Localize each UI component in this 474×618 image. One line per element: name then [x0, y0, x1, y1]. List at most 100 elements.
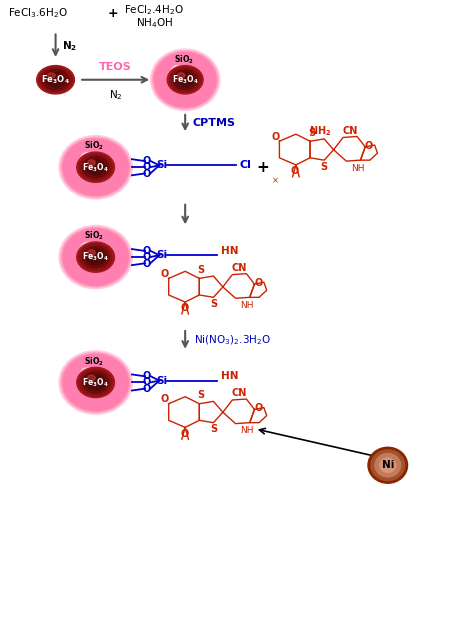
Text: O: O: [161, 394, 169, 404]
Text: O: O: [365, 140, 373, 151]
Text: O: O: [143, 156, 151, 166]
Text: $\mathbf{Fe_3O_4}$: $\mathbf{Fe_3O_4}$: [172, 74, 199, 86]
Text: $\mathbf{Fe_3O_4}$: $\mathbf{Fe_3O_4}$: [41, 74, 70, 86]
Text: S: S: [197, 265, 204, 275]
Text: Si: Si: [156, 250, 168, 260]
Text: $\mathbf{N_2}$: $\mathbf{N_2}$: [62, 39, 77, 53]
Ellipse shape: [81, 242, 93, 252]
Ellipse shape: [63, 354, 128, 410]
Text: O: O: [143, 169, 151, 179]
Ellipse shape: [371, 450, 405, 481]
Text: Ni: Ni: [382, 460, 394, 470]
Ellipse shape: [61, 227, 130, 287]
Ellipse shape: [59, 226, 132, 289]
Ellipse shape: [46, 73, 65, 87]
Text: NH: NH: [351, 164, 365, 172]
Ellipse shape: [172, 66, 183, 74]
Text: NH: NH: [240, 301, 254, 310]
Ellipse shape: [368, 447, 408, 483]
Text: CN: CN: [342, 125, 358, 136]
Text: S: S: [197, 391, 204, 400]
Text: O: O: [143, 259, 151, 269]
Ellipse shape: [81, 153, 93, 161]
Text: $\mathbf{SiO_2}$: $\mathbf{SiO_2}$: [84, 230, 104, 242]
Text: Cl: Cl: [239, 160, 251, 171]
Ellipse shape: [153, 51, 217, 108]
Text: O: O: [161, 269, 169, 279]
Text: O: O: [143, 371, 151, 381]
Ellipse shape: [62, 353, 129, 412]
Text: $\mathrm{Ni(NO_3)_2.3H_2O}$: $\mathrm{Ni(NO_3)_2.3H_2O}$: [194, 333, 271, 347]
Ellipse shape: [176, 73, 194, 87]
Ellipse shape: [77, 367, 115, 397]
Text: O: O: [180, 429, 189, 439]
Ellipse shape: [88, 250, 95, 255]
Ellipse shape: [61, 352, 130, 413]
Ellipse shape: [170, 67, 201, 92]
Text: S: S: [320, 162, 328, 172]
Text: $\mathrm{FeCl_2.4H_2O}$: $\mathrm{FeCl_2.4H_2O}$: [124, 3, 184, 17]
Text: Si: Si: [156, 376, 168, 386]
Ellipse shape: [88, 375, 95, 381]
Ellipse shape: [62, 138, 129, 197]
Ellipse shape: [62, 228, 129, 287]
Ellipse shape: [79, 244, 112, 270]
Ellipse shape: [167, 66, 203, 94]
Ellipse shape: [86, 250, 105, 265]
Ellipse shape: [151, 49, 220, 111]
Ellipse shape: [63, 139, 128, 195]
Ellipse shape: [88, 160, 95, 166]
Ellipse shape: [42, 70, 69, 90]
Text: O: O: [143, 384, 151, 394]
Text: O: O: [272, 132, 280, 142]
Text: Si: Si: [156, 160, 168, 171]
Text: O: O: [291, 166, 299, 176]
Ellipse shape: [82, 156, 109, 178]
Text: CN: CN: [232, 263, 247, 273]
Ellipse shape: [380, 458, 396, 472]
Ellipse shape: [59, 351, 132, 414]
Ellipse shape: [152, 51, 218, 109]
Text: HN: HN: [220, 245, 238, 255]
Text: $\mathrm{NH_4OH}$: $\mathrm{NH_4OH}$: [136, 16, 173, 30]
Text: +: +: [256, 160, 269, 175]
Text: CPTMS: CPTMS: [192, 118, 235, 128]
Ellipse shape: [36, 66, 74, 94]
Text: $\mathbf{NH_2}$: $\mathbf{NH_2}$: [310, 124, 332, 138]
Text: S: S: [210, 299, 217, 309]
Ellipse shape: [86, 375, 105, 390]
Text: $\mathrm{N_2}$: $\mathrm{N_2}$: [109, 88, 122, 101]
Text: $\mathbf{SiO_2}$: $\mathbf{SiO_2}$: [84, 355, 104, 368]
Text: O: O: [254, 403, 262, 413]
Text: CN: CN: [232, 388, 247, 398]
Text: S: S: [308, 128, 315, 138]
Ellipse shape: [77, 152, 115, 182]
Text: O: O: [180, 303, 189, 313]
Text: $\mathbf{Fe_3O_4}$: $\mathbf{Fe_3O_4}$: [82, 376, 109, 389]
Ellipse shape: [63, 229, 128, 286]
Ellipse shape: [39, 67, 72, 92]
Text: $\mathbf{Fe_3O_4}$: $\mathbf{Fe_3O_4}$: [82, 161, 109, 174]
Text: $\mathbf{SiO_2}$: $\mathbf{SiO_2}$: [84, 140, 104, 153]
Ellipse shape: [79, 154, 112, 180]
Ellipse shape: [59, 135, 132, 199]
Text: O: O: [143, 252, 151, 262]
Ellipse shape: [81, 368, 93, 376]
Ellipse shape: [173, 70, 198, 90]
Ellipse shape: [155, 53, 216, 107]
Text: O: O: [143, 163, 151, 172]
Ellipse shape: [77, 242, 115, 273]
Ellipse shape: [79, 370, 112, 396]
Text: $\times$: $\times$: [271, 176, 279, 185]
Ellipse shape: [82, 247, 109, 268]
Text: O: O: [143, 378, 151, 387]
Text: $\mathrm{FeCl_3.6H_2O}$: $\mathrm{FeCl_3.6H_2O}$: [9, 7, 68, 20]
Text: $\mathbf{+}$: $\mathbf{+}$: [107, 7, 118, 20]
Ellipse shape: [61, 137, 130, 198]
Text: HN: HN: [220, 371, 238, 381]
Text: O: O: [143, 245, 151, 255]
Text: NH: NH: [240, 426, 254, 435]
Text: TEOS: TEOS: [99, 62, 132, 72]
Text: $\mathbf{SiO_2}$: $\mathbf{SiO_2}$: [173, 53, 193, 66]
Ellipse shape: [178, 73, 185, 78]
